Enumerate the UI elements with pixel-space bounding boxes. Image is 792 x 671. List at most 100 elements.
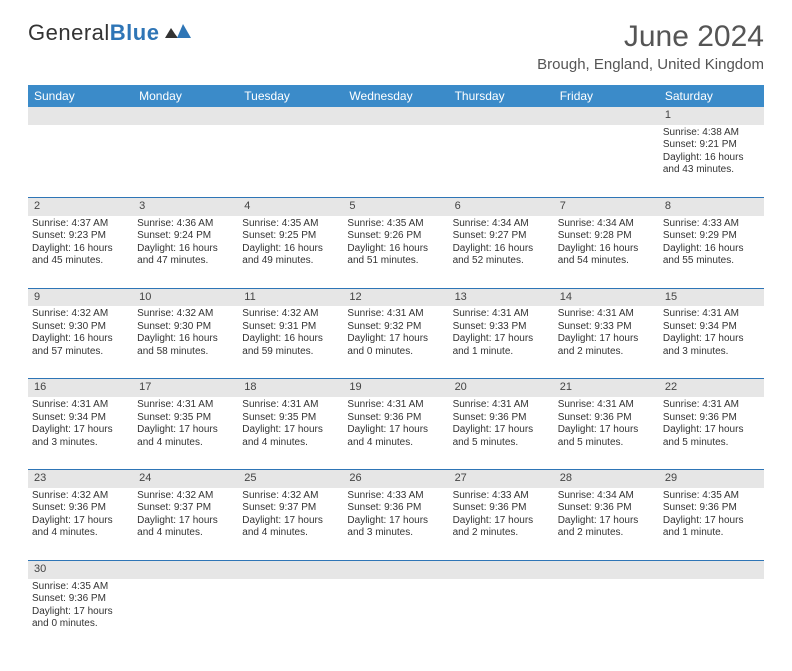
day-number-cell: 12	[343, 288, 448, 306]
day-detail-cell: Sunrise: 4:34 AMSunset: 9:27 PMDaylight:…	[449, 216, 554, 289]
sunset-text: Sunset: 9:26 PM	[347, 230, 444, 243]
sunset-text: Sunset: 9:37 PM	[137, 502, 234, 515]
day-detail-cell	[343, 579, 448, 651]
day-detail-cell: Sunrise: 4:31 AMSunset: 9:36 PMDaylight:…	[449, 397, 554, 470]
day-detail-cell	[659, 579, 764, 651]
sunset-text: Sunset: 9:36 PM	[347, 502, 444, 515]
sunset-text: Sunset: 9:27 PM	[453, 230, 550, 243]
daylight-text: Daylight: 17 hours and 2 minutes.	[558, 515, 655, 540]
daylight-text: Daylight: 17 hours and 4 minutes.	[242, 515, 339, 540]
sunrise-text: Sunrise: 4:32 AM	[137, 490, 234, 503]
daylight-text: Daylight: 16 hours and 57 minutes.	[32, 333, 129, 358]
daylight-text: Daylight: 17 hours and 4 minutes.	[347, 424, 444, 449]
daylight-text: Daylight: 16 hours and 54 minutes.	[558, 243, 655, 268]
sunrise-text: Sunrise: 4:31 AM	[32, 399, 129, 412]
day-number-cell: 25	[238, 470, 343, 488]
daylight-text: Daylight: 17 hours and 2 minutes.	[453, 515, 550, 540]
day-number-cell: 6	[449, 197, 554, 215]
day-number-cell: 1	[659, 107, 764, 125]
sunrise-text: Sunrise: 4:31 AM	[663, 308, 760, 321]
daylight-text: Daylight: 17 hours and 5 minutes.	[453, 424, 550, 449]
day-number-cell: 14	[554, 288, 659, 306]
daylight-text: Daylight: 16 hours and 43 minutes.	[663, 152, 760, 177]
day-detail-cell: Sunrise: 4:31 AMSunset: 9:33 PMDaylight:…	[449, 306, 554, 379]
calendar-table: Sunday Monday Tuesday Wednesday Thursday…	[28, 85, 764, 651]
sunrise-text: Sunrise: 4:34 AM	[558, 490, 655, 503]
weekday-header: Wednesday	[343, 85, 448, 107]
day-number-cell: 4	[238, 197, 343, 215]
day-number-cell: 9	[28, 288, 133, 306]
sunrise-text: Sunrise: 4:36 AM	[137, 218, 234, 231]
day-detail-cell: Sunrise: 4:38 AMSunset: 9:21 PMDaylight:…	[659, 125, 764, 198]
day-detail-cell	[28, 125, 133, 198]
day-number-cell	[449, 560, 554, 578]
day-detail-cell: Sunrise: 4:37 AMSunset: 9:23 PMDaylight:…	[28, 216, 133, 289]
sunset-text: Sunset: 9:25 PM	[242, 230, 339, 243]
daylight-text: Daylight: 17 hours and 4 minutes.	[242, 424, 339, 449]
sunset-text: Sunset: 9:35 PM	[242, 412, 339, 425]
day-number-cell	[449, 107, 554, 125]
daylight-text: Daylight: 16 hours and 58 minutes.	[137, 333, 234, 358]
sunrise-text: Sunrise: 4:31 AM	[453, 308, 550, 321]
day-number-cell	[133, 560, 238, 578]
day-detail-cell	[554, 125, 659, 198]
daylight-text: Daylight: 17 hours and 1 minute.	[453, 333, 550, 358]
daylight-text: Daylight: 17 hours and 3 minutes.	[347, 515, 444, 540]
day-detail-cell	[238, 125, 343, 198]
day-number-cell: 24	[133, 470, 238, 488]
day-number-row: 16171819202122	[28, 379, 764, 397]
day-detail-cell: Sunrise: 4:35 AMSunset: 9:26 PMDaylight:…	[343, 216, 448, 289]
day-detail-row: Sunrise: 4:32 AMSunset: 9:36 PMDaylight:…	[28, 488, 764, 561]
day-detail-cell: Sunrise: 4:33 AMSunset: 9:29 PMDaylight:…	[659, 216, 764, 289]
daylight-text: Daylight: 17 hours and 4 minutes.	[32, 515, 129, 540]
day-detail-row: Sunrise: 4:37 AMSunset: 9:23 PMDaylight:…	[28, 216, 764, 289]
sunrise-text: Sunrise: 4:33 AM	[453, 490, 550, 503]
daylight-text: Daylight: 16 hours and 47 minutes.	[137, 243, 234, 268]
day-detail-cell	[133, 579, 238, 651]
day-number-cell: 21	[554, 379, 659, 397]
sunrise-text: Sunrise: 4:35 AM	[32, 581, 129, 594]
daylight-text: Daylight: 17 hours and 3 minutes.	[663, 333, 760, 358]
sunrise-text: Sunrise: 4:31 AM	[453, 399, 550, 412]
logo-text-accent: Blue	[110, 20, 160, 46]
day-detail-cell: Sunrise: 4:36 AMSunset: 9:24 PMDaylight:…	[133, 216, 238, 289]
sunset-text: Sunset: 9:36 PM	[453, 412, 550, 425]
daylight-text: Daylight: 16 hours and 52 minutes.	[453, 243, 550, 268]
sunset-text: Sunset: 9:36 PM	[32, 593, 129, 606]
day-detail-cell: Sunrise: 4:33 AMSunset: 9:36 PMDaylight:…	[449, 488, 554, 561]
sunset-text: Sunset: 9:36 PM	[32, 502, 129, 515]
sunset-text: Sunset: 9:34 PM	[32, 412, 129, 425]
sunset-text: Sunset: 9:36 PM	[453, 502, 550, 515]
day-detail-cell	[133, 125, 238, 198]
logo: GeneralBlue	[28, 20, 191, 46]
sunrise-text: Sunrise: 4:35 AM	[242, 218, 339, 231]
day-number-cell: 11	[238, 288, 343, 306]
weekday-header-row: Sunday Monday Tuesday Wednesday Thursday…	[28, 85, 764, 107]
day-detail-cell: Sunrise: 4:31 AMSunset: 9:33 PMDaylight:…	[554, 306, 659, 379]
sunrise-text: Sunrise: 4:34 AM	[558, 218, 655, 231]
day-detail-cell: Sunrise: 4:31 AMSunset: 9:32 PMDaylight:…	[343, 306, 448, 379]
day-detail-cell: Sunrise: 4:35 AMSunset: 9:25 PMDaylight:…	[238, 216, 343, 289]
sunset-text: Sunset: 9:36 PM	[558, 502, 655, 515]
day-detail-cell: Sunrise: 4:35 AMSunset: 9:36 PMDaylight:…	[659, 488, 764, 561]
sunset-text: Sunset: 9:31 PM	[242, 321, 339, 334]
page-title: June 2024	[537, 20, 764, 54]
day-number-cell: 19	[343, 379, 448, 397]
day-number-cell: 8	[659, 197, 764, 215]
day-number-cell: 13	[449, 288, 554, 306]
sunset-text: Sunset: 9:21 PM	[663, 139, 760, 152]
daylight-text: Daylight: 16 hours and 49 minutes.	[242, 243, 339, 268]
day-number-row: 1	[28, 107, 764, 125]
sunset-text: Sunset: 9:36 PM	[663, 502, 760, 515]
day-detail-cell	[449, 125, 554, 198]
weekday-header: Monday	[133, 85, 238, 107]
day-number-cell: 15	[659, 288, 764, 306]
weekday-header: Thursday	[449, 85, 554, 107]
day-number-cell: 20	[449, 379, 554, 397]
day-detail-row: Sunrise: 4:31 AMSunset: 9:34 PMDaylight:…	[28, 397, 764, 470]
title-block: June 2024 Brough, England, United Kingdo…	[537, 20, 764, 73]
sunset-text: Sunset: 9:23 PM	[32, 230, 129, 243]
sunset-text: Sunset: 9:29 PM	[663, 230, 760, 243]
sunrise-text: Sunrise: 4:32 AM	[32, 308, 129, 321]
day-detail-cell: Sunrise: 4:32 AMSunset: 9:37 PMDaylight:…	[238, 488, 343, 561]
